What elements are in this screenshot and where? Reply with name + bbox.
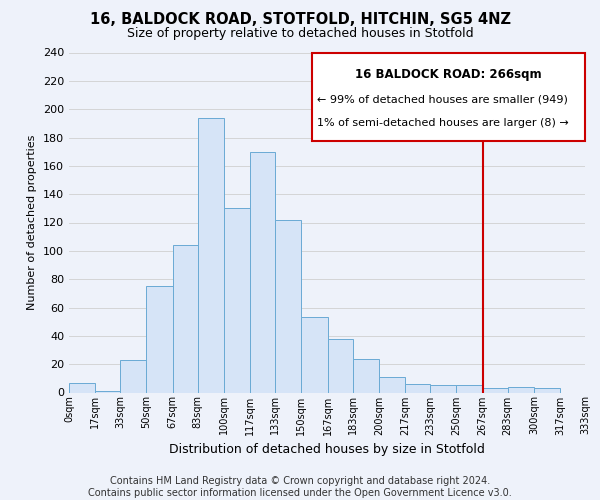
- Bar: [534, 388, 560, 392]
- Text: Contains HM Land Registry data © Crown copyright and database right 2024.
Contai: Contains HM Land Registry data © Crown c…: [88, 476, 512, 498]
- Y-axis label: Number of detached properties: Number of detached properties: [28, 135, 37, 310]
- Bar: [328, 338, 353, 392]
- Bar: [224, 208, 250, 392]
- Bar: [457, 386, 483, 392]
- Text: 1% of semi-detached houses are larger (8) →: 1% of semi-detached houses are larger (8…: [317, 118, 568, 128]
- Text: ← 99% of detached houses are smaller (949): ← 99% of detached houses are smaller (94…: [317, 94, 568, 104]
- FancyBboxPatch shape: [311, 52, 585, 141]
- Bar: [483, 388, 508, 392]
- Bar: [69, 382, 95, 392]
- X-axis label: Distribution of detached houses by size in Stotfold: Distribution of detached houses by size …: [169, 443, 485, 456]
- Bar: [95, 391, 120, 392]
- Text: 16 BALDOCK ROAD: 266sqm: 16 BALDOCK ROAD: 266sqm: [355, 68, 542, 81]
- Bar: [250, 152, 275, 392]
- Bar: [173, 245, 197, 392]
- Bar: [508, 387, 534, 392]
- Bar: [353, 358, 379, 392]
- Bar: [146, 286, 173, 393]
- Bar: [379, 377, 405, 392]
- Text: 16, BALDOCK ROAD, STOTFOLD, HITCHIN, SG5 4NZ: 16, BALDOCK ROAD, STOTFOLD, HITCHIN, SG5…: [89, 12, 511, 28]
- Bar: [430, 386, 457, 392]
- Bar: [301, 318, 328, 392]
- Bar: [275, 220, 301, 392]
- Bar: [197, 118, 224, 392]
- Bar: [405, 384, 430, 392]
- Bar: [120, 360, 146, 392]
- Text: Size of property relative to detached houses in Stotfold: Size of property relative to detached ho…: [127, 28, 473, 40]
